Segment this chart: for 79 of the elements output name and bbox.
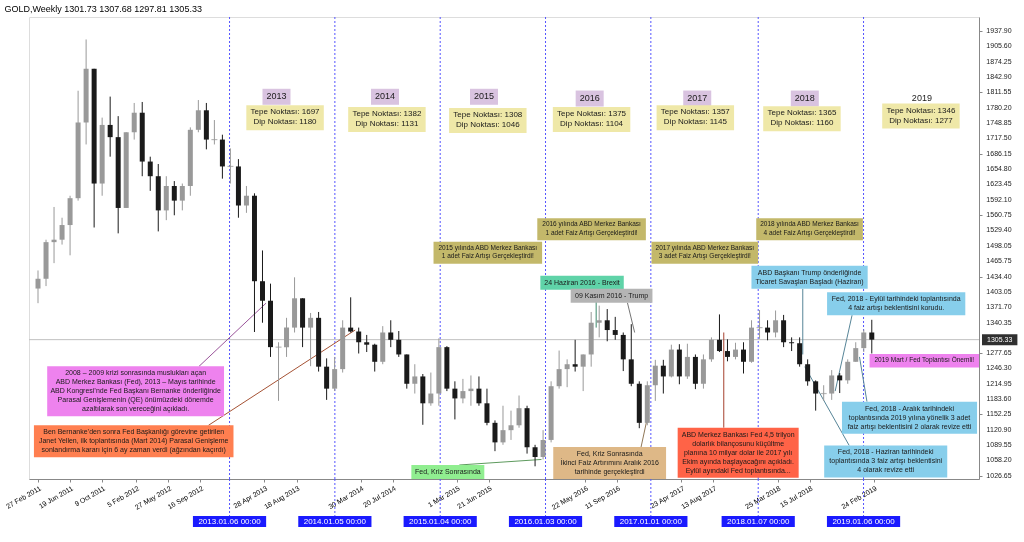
- ref-line-label: 2015.01.04 00:00: [409, 516, 472, 526]
- candlestick: [35, 269, 41, 304]
- candlestick: [476, 375, 482, 407]
- candlestick: [716, 313, 722, 353]
- candlestick: [837, 372, 843, 394]
- annotation: Tepe Noktası: 1375 Dip Noktası: 1104: [557, 109, 627, 129]
- ref-line-label: 2019.01.06 00:00: [832, 516, 896, 526]
- annotation: 2017: [687, 92, 708, 103]
- candlestick: [284, 317, 290, 358]
- annotation: Tepe Noktası: 1357 Dip Noktası: 1145: [660, 107, 731, 127]
- candlestick: [308, 312, 314, 367]
- annotation: 2015: [473, 90, 495, 101]
- candlestick: [853, 341, 859, 363]
- candlestick: [484, 388, 490, 426]
- candlestick: [508, 410, 514, 441]
- candlestick: [556, 350, 562, 390]
- annotation: Tepe Noktası: 1308 Dip Noktası: 1046: [453, 109, 523, 129]
- candlestick: [179, 183, 185, 211]
- annotation: Tepe Noktası: 1382 Dip Noktası: 1131: [352, 109, 422, 129]
- candlestick: [861, 329, 867, 353]
- candlestick: [869, 319, 875, 354]
- candlestick: [332, 356, 338, 392]
- candlestick: [652, 359, 658, 402]
- candlestick: [107, 96, 113, 158]
- candlestick: [604, 308, 610, 342]
- candlestick: [460, 378, 466, 404]
- candlestick: [147, 156, 153, 192]
- candlestick: [708, 336, 714, 363]
- annotation: 2013: [266, 90, 287, 101]
- candlestick: [612, 316, 618, 341]
- candlestick: [564, 358, 570, 388]
- annotation: Tepe Noktası: 1365 Dip Noktası: 1160: [767, 108, 837, 128]
- candlestick: [813, 379, 819, 412]
- candlestick: [131, 102, 137, 141]
- candlestick: [356, 327, 362, 354]
- candlestick: [829, 369, 835, 401]
- candlestick: [388, 319, 394, 348]
- candlestick: [781, 314, 787, 348]
- candlestick: [773, 310, 779, 338]
- ref-line-label: 2013.01.06 00:00: [198, 516, 262, 526]
- candlestick: [596, 305, 602, 338]
- candlestick: [580, 353, 586, 392]
- candlestick: [789, 336, 795, 352]
- candlestick: [372, 343, 378, 373]
- ref-line-label: 2018.01.07 00:00: [727, 516, 790, 526]
- annotation: Tepe Noktası: 1697 Dip Noktası: 1180: [250, 107, 321, 127]
- annotation: 2016: [579, 92, 600, 103]
- candlestick: [412, 363, 418, 395]
- annotation: 2014: [375, 90, 396, 101]
- annotation: 2018: [794, 92, 815, 103]
- annotation: 2019: [911, 93, 932, 104]
- candlestick: [500, 405, 506, 446]
- candlestick: [741, 341, 747, 375]
- candlestick: [452, 380, 458, 420]
- candlestick: [243, 185, 249, 214]
- ref-line-label: 2016.01.03 00:00: [514, 516, 578, 526]
- candlestick: [516, 394, 522, 429]
- candlestick: [171, 180, 177, 216]
- candlestick: [259, 249, 265, 324]
- candlestick: [797, 336, 803, 368]
- candlestick: [324, 357, 330, 401]
- candlestick: [845, 358, 851, 385]
- annotation: Tepe Noktası: 1346 Dip Noktası: 1277: [886, 105, 956, 125]
- candlestick: [805, 358, 811, 387]
- candlestick: [396, 330, 402, 358]
- candlestick: [492, 419, 498, 452]
- candlestick: [572, 339, 578, 373]
- candlestick: [660, 359, 666, 395]
- candlestick: [540, 429, 546, 460]
- candlestick: [348, 296, 354, 333]
- candlestick: [684, 343, 690, 380]
- candlestick: [724, 338, 730, 362]
- candlestick: [195, 99, 201, 133]
- candlestick: [428, 372, 434, 407]
- ref-line-label: 2014.01.05 00:00: [303, 516, 367, 526]
- chart-title: GOLD,Weekly 1301.73 1307.68 1297.81 1305.33: [4, 3, 202, 14]
- candlestick: [59, 217, 65, 246]
- ref-line-label: 2017.01.01 00:00: [619, 516, 683, 526]
- candlestick: [532, 444, 538, 467]
